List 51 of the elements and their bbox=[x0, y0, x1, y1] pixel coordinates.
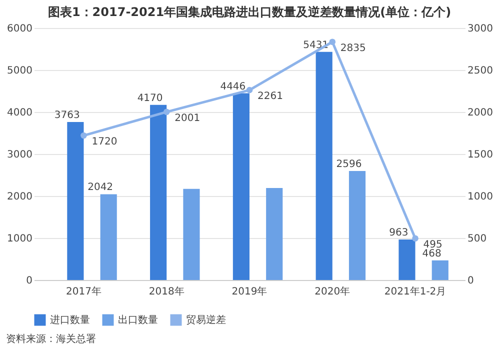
y2-tick-label: 2500 bbox=[468, 66, 493, 76]
data-label: 2835 bbox=[340, 42, 366, 54]
bar bbox=[100, 194, 117, 280]
bar bbox=[398, 240, 416, 280]
x-tick-label: 2021年1-2月 bbox=[384, 286, 446, 298]
x-tick-label: 2020年 bbox=[314, 286, 350, 298]
y2-tick-label: 3000 bbox=[468, 24, 493, 34]
x-tick-label: 2018年 bbox=[148, 286, 184, 298]
bar bbox=[432, 260, 448, 280]
data-label: 495 bbox=[423, 239, 442, 250]
point bbox=[163, 108, 170, 116]
data-label: 4446 bbox=[220, 81, 246, 92]
y-tick-label: 4000 bbox=[7, 108, 32, 118]
bar bbox=[348, 170, 366, 280]
y-tick-label: 0 bbox=[26, 276, 32, 286]
y-tick-label: 2000 bbox=[7, 192, 32, 202]
y-tick-label: 6000 bbox=[7, 24, 32, 34]
y2-tick-label: 500 bbox=[468, 234, 487, 244]
bar bbox=[183, 188, 200, 280]
data-label: 1720 bbox=[92, 136, 118, 148]
point bbox=[412, 235, 418, 242]
x-tick-label: 2017年 bbox=[66, 286, 102, 298]
bar bbox=[266, 188, 283, 280]
data-label: 963 bbox=[389, 228, 408, 239]
y2-tick-label: 1000 bbox=[468, 192, 493, 202]
chart-title: 图表1：2017-2021年国集成电路进出口数量及逆差数量情况(单位：亿个) bbox=[48, 5, 452, 19]
y2-tick-label: 0 bbox=[468, 276, 474, 286]
bar bbox=[316, 52, 332, 280]
legend-label: 贸易逆差 bbox=[186, 314, 226, 326]
text: 资料来源：海关总署 bbox=[5, 332, 97, 347]
data-label: 2042 bbox=[88, 182, 114, 194]
legend-label: 出口数量 bbox=[118, 314, 158, 326]
x-tick-label: 2019年 bbox=[232, 286, 268, 298]
data-label: 2596 bbox=[336, 158, 362, 170]
bar bbox=[150, 104, 167, 280]
data-label: 3763 bbox=[54, 110, 80, 121]
legend-label: 进口数量 bbox=[50, 314, 90, 326]
y-tick-label: 1000 bbox=[7, 234, 32, 244]
y-tick-label: 5000 bbox=[7, 66, 32, 76]
bar bbox=[67, 122, 84, 280]
point bbox=[246, 86, 253, 94]
point bbox=[80, 132, 87, 139]
point bbox=[329, 38, 336, 46]
data-label: 2001 bbox=[174, 112, 200, 124]
data-label: 4170 bbox=[137, 92, 163, 104]
bar bbox=[232, 93, 250, 280]
y2-tick-label: 1500 bbox=[468, 150, 493, 160]
data-label: 2261 bbox=[258, 91, 283, 102]
y-tick-label: 3000 bbox=[7, 150, 32, 160]
data-label: 468 bbox=[422, 248, 442, 260]
y2-tick-label: 2000 bbox=[468, 108, 493, 118]
